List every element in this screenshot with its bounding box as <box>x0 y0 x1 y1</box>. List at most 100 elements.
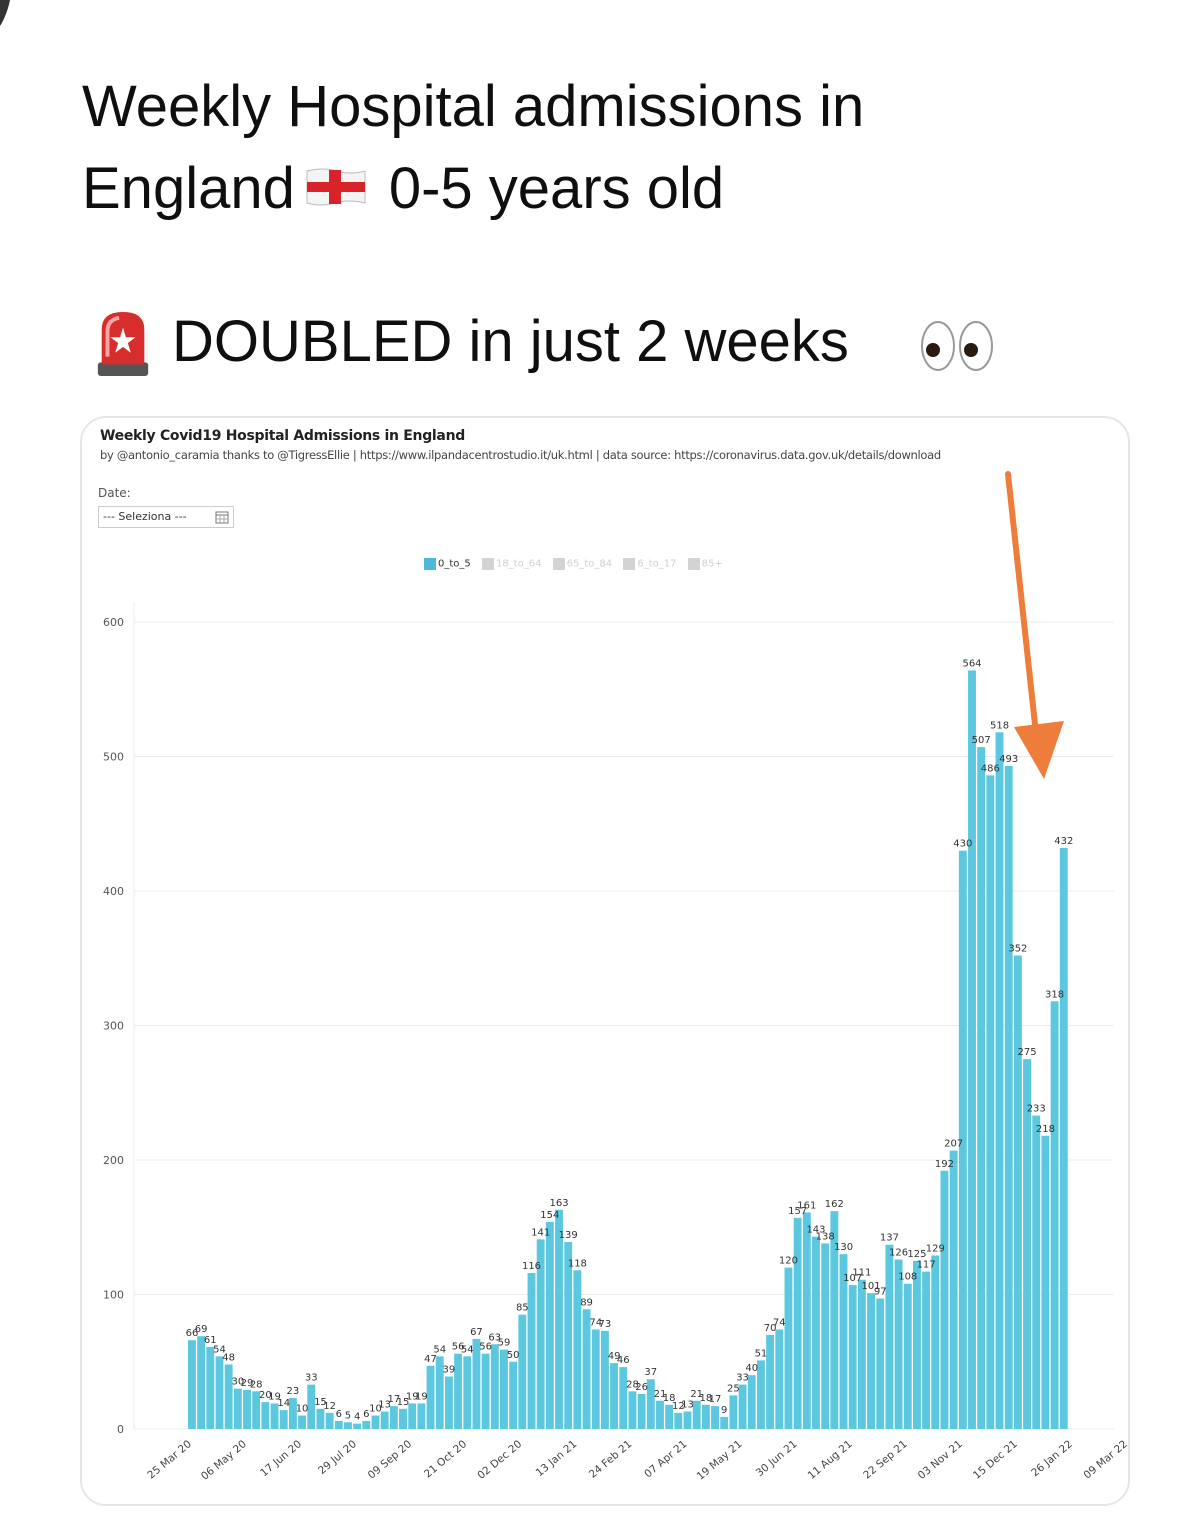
bar[interactable] <box>756 1360 765 1429</box>
bar[interactable] <box>325 1412 334 1429</box>
bar[interactable] <box>1059 847 1068 1429</box>
bar[interactable] <box>243 1390 251 1429</box>
bar[interactable] <box>316 1408 325 1429</box>
bar[interactable] <box>784 1267 793 1429</box>
legend-checkbox[interactable] <box>687 558 700 570</box>
bar[interactable] <box>527 1272 536 1429</box>
bar[interactable] <box>1013 955 1022 1429</box>
bar[interactable] <box>949 1150 958 1429</box>
bar[interactable] <box>389 1406 398 1429</box>
bar[interactable] <box>912 1260 921 1430</box>
legend-item-18-to-64[interactable]: 18_to_64 <box>481 558 541 570</box>
bar[interactable] <box>766 1334 775 1429</box>
legend-checkbox[interactable] <box>623 558 636 570</box>
bar[interactable] <box>362 1420 371 1429</box>
bar[interactable] <box>995 732 1004 1429</box>
legend-checkbox[interactable] <box>481 558 494 570</box>
bar[interactable] <box>986 775 995 1429</box>
bar[interactable] <box>674 1412 683 1429</box>
bar[interactable] <box>903 1283 912 1429</box>
legend-item-65-to-84[interactable]: 65_to_84 <box>552 558 612 570</box>
bar[interactable] <box>876 1298 885 1429</box>
bar[interactable] <box>802 1212 811 1429</box>
bar[interactable] <box>830 1211 839 1429</box>
bar[interactable] <box>454 1353 463 1429</box>
bar[interactable] <box>637 1394 646 1429</box>
bar[interactable] <box>885 1244 894 1429</box>
bar[interactable] <box>545 1221 554 1429</box>
bar[interactable] <box>197 1336 206 1429</box>
legend-item-0-to-5[interactable]: 0_to_5 <box>424 558 471 570</box>
bar[interactable] <box>518 1314 527 1429</box>
bar[interactable] <box>591 1329 600 1429</box>
bar[interactable] <box>215 1356 224 1429</box>
bar[interactable] <box>1050 1001 1059 1429</box>
bar[interactable] <box>812 1236 820 1429</box>
bar[interactable] <box>582 1309 591 1429</box>
bar[interactable] <box>252 1391 261 1429</box>
bar[interactable] <box>1004 765 1013 1429</box>
bar[interactable] <box>417 1403 426 1429</box>
bar[interactable] <box>288 1398 297 1429</box>
bar[interactable] <box>940 1170 949 1429</box>
bar[interactable] <box>600 1330 609 1429</box>
bar[interactable] <box>931 1255 940 1430</box>
bar[interactable] <box>848 1285 857 1429</box>
bar[interactable] <box>867 1293 875 1429</box>
bar[interactable] <box>977 747 986 1429</box>
bar[interactable] <box>206 1346 215 1429</box>
bar[interactable] <box>261 1402 270 1429</box>
bar[interactable] <box>555 1209 563 1429</box>
legend-checkbox[interactable] <box>552 558 565 570</box>
bar[interactable] <box>1041 1135 1050 1429</box>
bar[interactable] <box>224 1364 233 1429</box>
bar[interactable] <box>380 1411 389 1429</box>
bar[interactable] <box>610 1363 619 1429</box>
bar[interactable] <box>775 1329 784 1429</box>
bar[interactable] <box>692 1400 701 1429</box>
bar[interactable] <box>509 1361 518 1429</box>
bar[interactable] <box>793 1217 802 1429</box>
bar[interactable] <box>490 1344 499 1429</box>
bar[interactable] <box>188 1340 196 1429</box>
bar[interactable] <box>1032 1115 1041 1429</box>
bar[interactable] <box>399 1408 407 1429</box>
bar[interactable] <box>444 1376 453 1429</box>
bar[interactable] <box>628 1391 637 1429</box>
bar[interactable] <box>500 1349 508 1429</box>
bar[interactable] <box>683 1411 692 1429</box>
bar[interactable] <box>968 670 976 1429</box>
bar[interactable] <box>472 1338 481 1429</box>
legend-item-85-plus[interactable]: 85+ <box>687 558 723 570</box>
bar[interactable] <box>334 1420 343 1429</box>
bar[interactable] <box>463 1356 472 1429</box>
bar[interactable] <box>353 1423 362 1429</box>
bar[interactable] <box>270 1403 279 1429</box>
bar[interactable] <box>922 1271 931 1429</box>
bar[interactable] <box>894 1259 903 1429</box>
bar[interactable] <box>729 1395 738 1430</box>
bar[interactable] <box>573 1270 582 1429</box>
bar[interactable] <box>564 1242 573 1429</box>
bar[interactable] <box>665 1404 674 1429</box>
bar[interactable] <box>839 1254 848 1429</box>
bar[interactable] <box>307 1384 316 1429</box>
bar[interactable] <box>646 1379 655 1429</box>
bar[interactable] <box>701 1404 710 1429</box>
calendar-icon[interactable] <box>215 510 229 524</box>
bar[interactable] <box>619 1367 628 1429</box>
bar[interactable] <box>233 1388 242 1429</box>
bar[interactable] <box>279 1410 288 1429</box>
bar[interactable] <box>426 1365 435 1429</box>
bar[interactable] <box>344 1422 352 1429</box>
bar[interactable] <box>408 1403 417 1429</box>
bar[interactable] <box>536 1239 545 1429</box>
bar[interactable] <box>298 1415 307 1429</box>
bar[interactable] <box>371 1415 380 1429</box>
bar[interactable] <box>435 1356 444 1429</box>
bar[interactable] <box>656 1400 664 1429</box>
bar[interactable] <box>481 1353 490 1429</box>
legend-checkbox-checked[interactable] <box>424 558 436 570</box>
bar[interactable] <box>1023 1059 1031 1430</box>
bar[interactable] <box>711 1406 719 1429</box>
